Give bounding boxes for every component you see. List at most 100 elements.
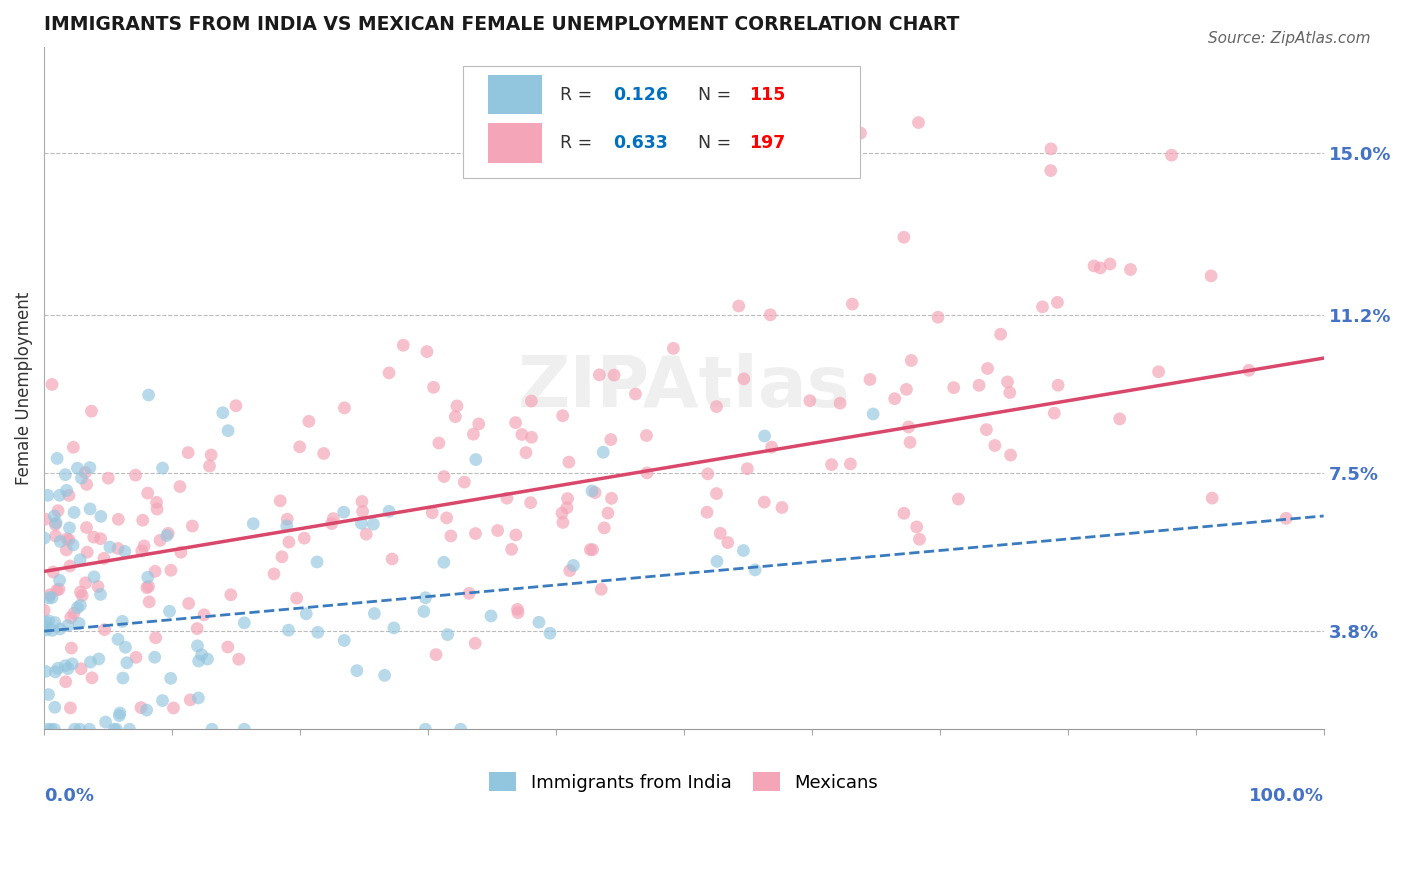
Point — [217, 424, 239, 438]
Point — [219, 588, 242, 602]
Point — [55, 543, 77, 558]
Point — [80, 671, 103, 685]
Point — [35, 615, 58, 630]
Point — [58, 533, 80, 547]
Point — [97, 471, 120, 485]
Point — [44, 665, 66, 679]
Point — [169, 479, 191, 493]
Point — [136, 486, 159, 500]
Point — [754, 429, 776, 443]
Point — [662, 342, 685, 356]
Point — [350, 494, 373, 508]
Point — [464, 636, 486, 650]
Point — [108, 708, 131, 723]
Point — [46, 583, 69, 598]
Point — [34, 512, 56, 526]
Point — [233, 723, 256, 737]
Point — [551, 409, 574, 423]
Point — [37, 488, 59, 502]
Point — [38, 614, 60, 628]
Point — [464, 452, 486, 467]
Point — [111, 615, 134, 629]
Point — [558, 564, 581, 578]
Point — [152, 693, 174, 707]
Point — [759, 308, 782, 322]
Point — [79, 460, 101, 475]
Point — [135, 703, 157, 717]
Point — [506, 606, 529, 620]
Point — [555, 500, 578, 515]
Point — [136, 570, 159, 584]
Point — [217, 640, 239, 654]
Point — [579, 542, 602, 557]
Point — [197, 652, 219, 666]
Point — [446, 399, 468, 413]
Point — [392, 338, 415, 352]
Point — [1039, 142, 1062, 156]
Point — [135, 581, 157, 595]
Point — [557, 491, 579, 506]
Point — [145, 495, 167, 509]
Point — [505, 528, 527, 542]
Point — [733, 543, 755, 558]
Point — [581, 483, 603, 498]
Point — [292, 531, 315, 545]
Point — [1199, 268, 1222, 283]
Point — [111, 671, 134, 685]
Point — [828, 396, 851, 410]
Point — [733, 372, 755, 386]
Point — [416, 344, 439, 359]
Point — [228, 652, 250, 666]
Point — [53, 658, 76, 673]
Point — [63, 723, 86, 737]
Point — [45, 529, 67, 543]
Point — [905, 520, 928, 534]
Point — [41, 377, 63, 392]
Point — [103, 723, 125, 737]
Point — [737, 461, 759, 475]
Point — [363, 517, 385, 532]
Point — [187, 690, 209, 705]
Point — [48, 574, 70, 588]
Point — [599, 433, 621, 447]
Point — [1047, 378, 1070, 392]
Point — [709, 526, 731, 541]
Point — [138, 388, 160, 402]
Point — [69, 552, 91, 566]
Point — [1043, 406, 1066, 420]
Point — [80, 404, 103, 418]
Point — [592, 445, 614, 459]
Point — [506, 602, 529, 616]
Point — [58, 488, 80, 502]
Point — [37, 723, 59, 737]
Text: IMMIGRANTS FROM INDIA VS MEXICAN FEMALE UNEMPLOYMENT CORRELATION CHART: IMMIGRANTS FROM INDIA VS MEXICAN FEMALE … — [44, 15, 959, 34]
Point — [754, 495, 776, 509]
FancyBboxPatch shape — [463, 67, 860, 178]
Point — [519, 496, 541, 510]
Point — [307, 555, 329, 569]
Point — [596, 506, 619, 520]
Point — [76, 477, 98, 491]
Point — [129, 700, 152, 714]
Point — [75, 575, 97, 590]
Point — [132, 539, 155, 553]
Point — [66, 600, 89, 615]
Point — [1083, 259, 1105, 273]
Point — [177, 445, 200, 459]
Point — [520, 394, 543, 409]
Point — [288, 440, 311, 454]
Point — [170, 545, 193, 559]
Text: R =: R = — [560, 134, 598, 152]
Point — [190, 648, 212, 662]
Point — [467, 417, 489, 431]
Point — [820, 458, 842, 472]
Point — [486, 524, 509, 538]
Point — [107, 541, 129, 556]
Point — [90, 509, 112, 524]
Point — [45, 516, 67, 530]
Text: N =: N = — [697, 134, 737, 152]
Point — [59, 701, 82, 715]
Text: R =: R = — [560, 86, 598, 103]
Point — [115, 656, 138, 670]
Point — [593, 521, 616, 535]
